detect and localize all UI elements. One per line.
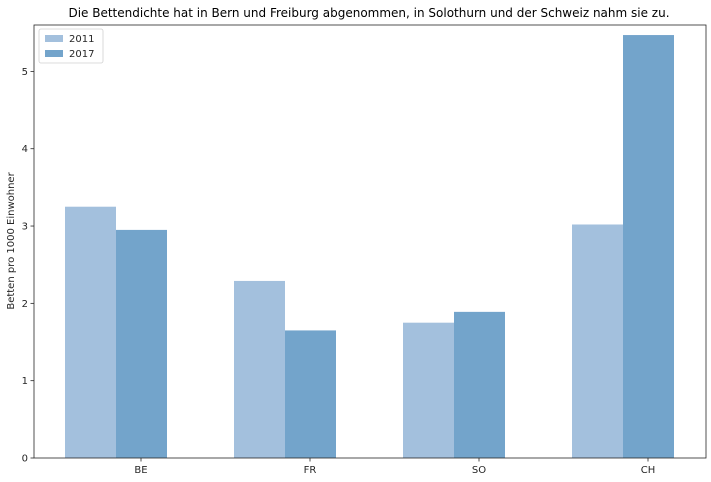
legend-label-2011: 2011 xyxy=(69,34,94,45)
x-tick-label-be: BE xyxy=(134,465,147,476)
legend-swatch-2017 xyxy=(45,50,63,57)
y-tick-label: 4 xyxy=(22,144,28,155)
bar-be-2011 xyxy=(65,206,116,458)
plot-frame xyxy=(33,24,707,459)
legend-swatch-2011 xyxy=(45,35,63,42)
x-tick-label-so: SO xyxy=(472,465,486,476)
bar-so-2017 xyxy=(454,311,505,458)
legend: 2011 2017 xyxy=(38,28,104,64)
bars-layer xyxy=(65,35,674,458)
x-tick-label-ch: CH xyxy=(641,465,656,476)
legend-label-2017: 2017 xyxy=(69,49,94,60)
axes-layer: 0 1 2 3 4 5 BE FR SO CH xyxy=(22,24,707,476)
bar-ch-2011 xyxy=(572,224,623,458)
y-tick-label: 3 xyxy=(22,222,28,233)
chart-title: Die Bettendichte hat in Bern und Freibur… xyxy=(68,6,669,20)
y-tick-label: 0 xyxy=(22,454,28,465)
bar-fr-2011 xyxy=(234,280,285,458)
bar-be-2017 xyxy=(116,229,167,458)
y-tick-label: 5 xyxy=(22,67,28,78)
bar-fr-2017 xyxy=(285,330,336,458)
bar-so-2011 xyxy=(403,322,454,458)
y-tick-label: 2 xyxy=(22,299,28,310)
y-tick-label: 1 xyxy=(22,376,28,387)
y-axis-label: Betten pro 1000 Einwohner xyxy=(6,171,17,309)
x-tick-label-fr: FR xyxy=(304,465,317,476)
bar-ch-2017 xyxy=(623,35,674,458)
